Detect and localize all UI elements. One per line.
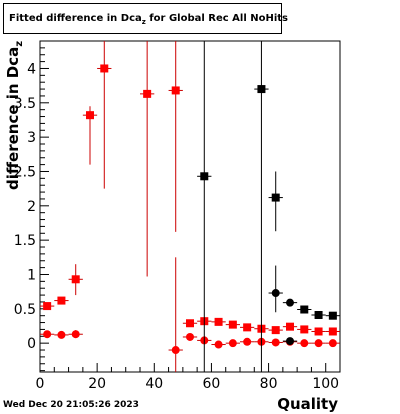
y-tick-label: 2.5 [14,164,36,180]
data-point-square [300,305,309,314]
data-point-circle [328,339,337,348]
timestamp: Wed Dec 20 21:05:26 2023 [3,400,139,410]
data-point-square [57,296,66,305]
y-axis-label-subscript: z [14,40,25,47]
x-tick-label: 0 [36,376,45,392]
y-tick-label: 0.5 [14,302,36,318]
plot-frame [39,40,341,373]
data-point-square [200,172,209,181]
axes: 0 20 40 60 80 100 0 0.5 1 1.5 2 2.5 3 3.5 4 [14,40,341,392]
data-point-square [314,311,323,320]
y-tick-label: 1.5 [14,233,36,249]
data-point-square [171,86,180,95]
data-point-square [271,326,280,335]
data-point-circle [314,339,323,348]
data-point-square [271,193,280,202]
chart-title-box: Fitted difference in Dcaz for Global Rec… [3,3,288,34]
data-point-circle [271,289,280,298]
data-point-circle [214,340,223,349]
data-point-circle [171,346,180,355]
data-point-square [228,320,237,329]
data-point-circle [43,330,52,339]
x-tick-label: 40 [145,376,163,392]
data-point-square [328,311,337,320]
data-point-square [243,323,252,332]
data-point-circle [271,338,280,347]
data-point-square [286,322,294,331]
data-point-circle [286,337,294,346]
data-point-square [257,85,266,94]
x-axis-label: Quality [277,395,338,413]
y-tick-label: 4 [27,61,36,77]
data-points [40,41,340,372]
data-point-square [314,327,323,336]
chart-title-main: Fitted difference in Dca [9,13,142,24]
data-point-circle [71,330,80,339]
data-point-square [71,275,80,284]
data-point-square [300,325,309,334]
y-tick-label: 3 [27,130,36,146]
x-tick-label: 60 [203,376,221,392]
data-point-square [214,317,223,326]
data-point-circle [286,298,294,307]
data-point-square [328,327,337,336]
x-tick-label: 100 [312,376,339,392]
data-point-circle [228,339,237,348]
data-point-square [100,64,109,73]
y-axis-label-main: difference in Dca [4,46,22,190]
data-point-circle [57,330,66,339]
data-point-square [43,302,52,311]
data-point-square [143,89,152,98]
y-tick-label: 3.5 [14,96,36,112]
chart-title: Fitted difference in Dcaz for Global Rec… [9,13,288,26]
y-tick-label: 2 [27,199,36,215]
y-tick-label: 0 [27,336,36,352]
data-point-circle [186,332,194,341]
x-tick-label: 20 [88,376,106,392]
data-point-circle [300,339,309,348]
x-tick-label: 80 [260,376,278,392]
chart-title-tail: for Global Rec All NoHits [145,13,289,24]
y-axis-label: difference in Dcaz [2,30,26,190]
data-point-circle [243,337,252,346]
data-point-square [86,111,94,120]
y-tick-label: 1 [27,267,36,283]
data-point-square [186,319,194,328]
chart-title-subscript: z [141,18,146,26]
